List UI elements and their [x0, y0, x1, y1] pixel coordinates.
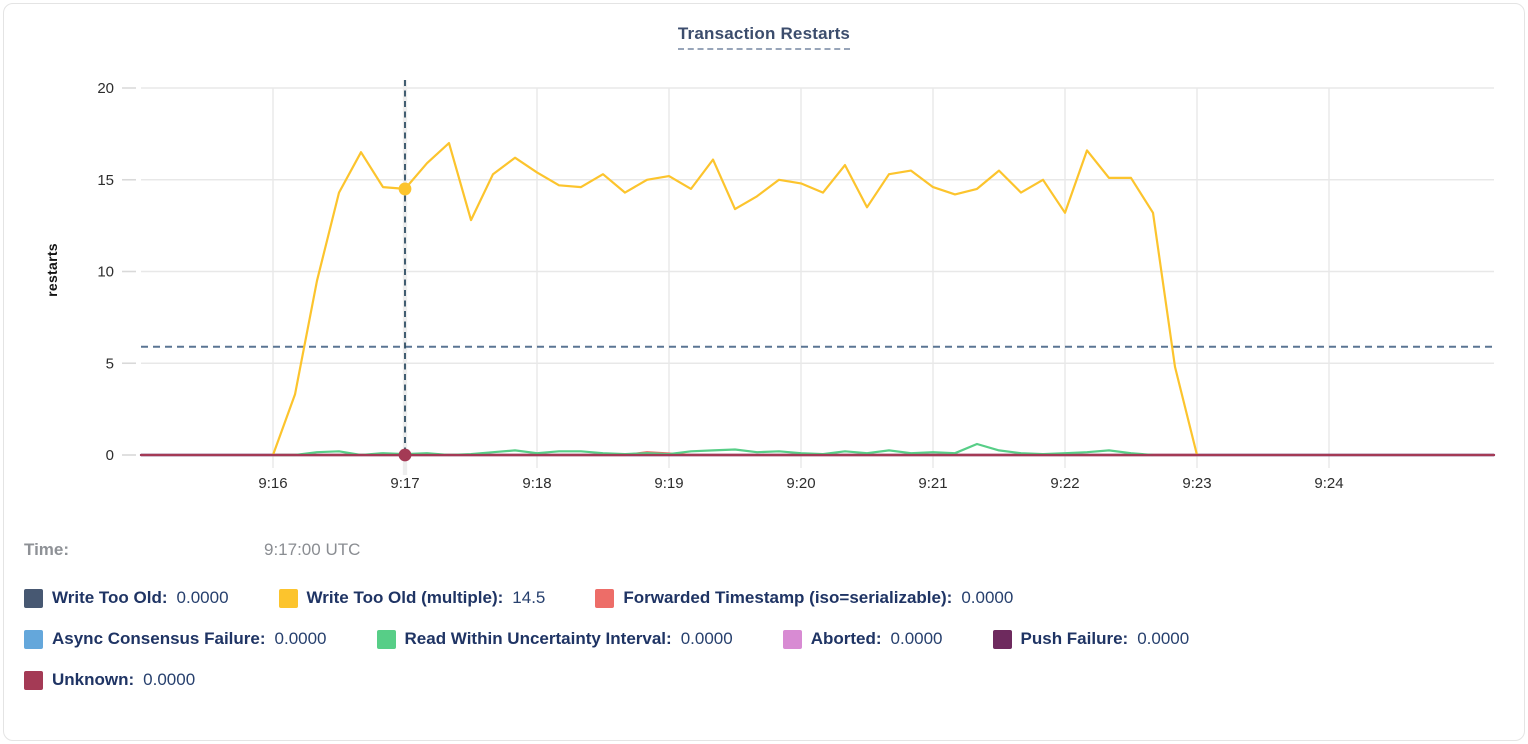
legend-series-label: Write Too Old (multiple):: [306, 588, 504, 607]
legend-series-label: Push Failure:: [1020, 629, 1129, 648]
legend-item: Aborted: 0.0000: [782, 629, 943, 649]
legend-series-label: Aborted:: [810, 629, 882, 648]
hover-point: [398, 182, 412, 196]
legend-series-value: 0.0000: [1137, 629, 1190, 648]
chart-header: Transaction Restarts: [4, 24, 1524, 50]
legend-series-value: 0.0000: [143, 670, 196, 689]
legend-swatch-icon: [992, 629, 1012, 649]
chart-legend: Write Too Old: 0.0000 Write Too Old (multi…: [24, 588, 1508, 711]
legend-row: Async Consensus Failure: 0.0000 Read Withi…: [24, 629, 1508, 649]
legend-swatch-icon: [278, 588, 298, 608]
legend-series-value: 0.0000: [680, 629, 733, 648]
legend-swatch-icon: [782, 629, 802, 649]
legend-item: Write Too Old (multiple): 14.5: [278, 588, 546, 608]
legend-series-label: Forwarded Timestamp (iso=serializable):: [623, 588, 953, 607]
y-tick-label: 10: [97, 264, 114, 281]
legend-series-value: 14.5: [512, 588, 546, 607]
chart-canvas[interactable]: 0 5 10 15 20 9:16 9:17 9:18 9:19 9:20 9:21 9:22 9:23…: [4, 64, 1525, 524]
x-tick-label: 9:17: [390, 475, 419, 492]
legend-swatch-icon: [24, 629, 43, 649]
hover-time-value: 9:17:00 UTC: [264, 540, 361, 559]
legend-series-value: 0.0000: [274, 629, 327, 648]
series-line: [271, 141, 1199, 457]
x-tick-label: 9:22: [1050, 475, 1079, 492]
y-tick-label: 0: [106, 447, 114, 464]
x-tick-label: 9:21: [918, 475, 947, 492]
legend-series-value: 0.0000: [890, 629, 943, 648]
legend-series-label: Async Consensus Failure:: [52, 629, 266, 648]
metric-chart-card: Transaction Restarts restarts 0 5 10 15 20 9:…: [3, 3, 1525, 741]
legend-swatch-icon: [24, 588, 43, 608]
y-tick-label: 20: [97, 80, 114, 97]
y-tick-label: 15: [97, 172, 114, 189]
legend-item: Push Failure: 0.0000: [992, 629, 1190, 649]
x-tick-label: 9:18: [522, 475, 551, 492]
legend-row: Write Too Old: 0.0000 Write Too Old (multi…: [24, 588, 1508, 608]
legend-item: Async Consensus Failure: 0.0000: [24, 629, 327, 649]
legend-swatch-icon: [24, 670, 43, 690]
x-tick-label: 9:20: [786, 475, 815, 492]
legend-item: Forwarded Timestamp (iso=serializable): 0…: [595, 588, 1013, 608]
hover-time-label: Time:: [24, 540, 70, 559]
x-tick-label: 9:19: [654, 475, 683, 492]
x-tick-label: 9:23: [1182, 475, 1211, 492]
hover-time-row: Time: 9:17:00 UTC: [24, 540, 360, 560]
hover-point: [398, 448, 412, 462]
legend-series-value: 0.0000: [176, 588, 229, 607]
legend-series-label: Unknown:: [52, 670, 135, 689]
legend-series-value: 0.0000: [961, 588, 1014, 607]
legend-series-label: Write Too Old:: [52, 588, 168, 607]
legend-row: Unknown: 0.0000: [24, 670, 1508, 690]
legend-item: Unknown: 0.0000: [24, 670, 195, 690]
y-axis-label: restarts: [44, 243, 60, 297]
legend-item: Read Within Uncertainty Interval: 0.0000: [376, 629, 733, 649]
x-tick-label: 9:16: [258, 475, 287, 492]
y-tick-label: 5: [106, 355, 114, 372]
legend-swatch-icon: [595, 588, 615, 608]
chart-title[interactable]: Transaction Restarts: [677, 24, 851, 50]
legend-item: Write Too Old: 0.0000: [24, 588, 229, 608]
legend-swatch-icon: [376, 629, 396, 649]
legend-series-label: Read Within Uncertainty Interval:: [404, 629, 672, 648]
hover-band: [402, 80, 408, 475]
x-tick-label: 9:24: [1314, 475, 1343, 492]
chart-area: restarts 0 5 10 15 20 9:16 9:17 9:18 9:19 9:20 9:2…: [4, 64, 1525, 524]
series-line: [271, 442, 1155, 457]
